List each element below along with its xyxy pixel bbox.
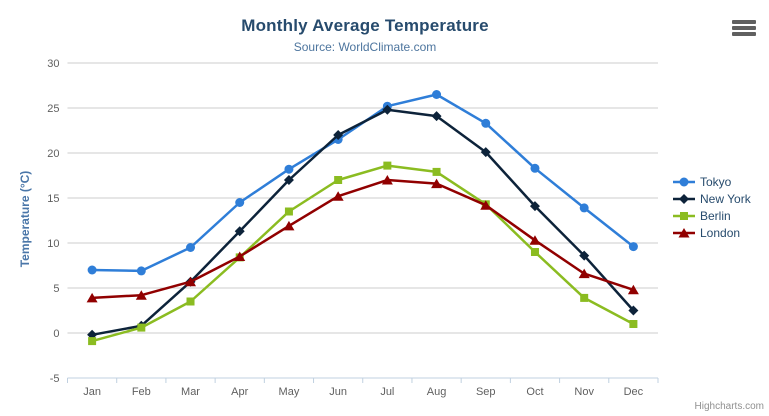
data-point-circle[interactable]: [284, 164, 294, 174]
svg-text:Mar: Mar: [181, 386, 200, 398]
data-point-diamond[interactable]: [382, 104, 393, 115]
data-point-circle[interactable]: [579, 203, 589, 213]
legend-label: London: [700, 226, 741, 240]
data-point-triangle[interactable]: [627, 284, 639, 295]
svg-text:30: 30: [47, 58, 59, 70]
series-line[interactable]: [90, 164, 635, 343]
y-axis-labels: -5 0 5 10 15 20 25 30: [47, 58, 59, 385]
data-point-circle[interactable]: [628, 242, 638, 252]
svg-text:-5: -5: [50, 373, 60, 385]
data-point-diamond[interactable]: [679, 194, 689, 204]
data-point-square[interactable]: [334, 176, 343, 184]
data-point-triangle[interactable]: [234, 251, 246, 262]
data-point-square[interactable]: [680, 212, 688, 220]
data-point-diamond[interactable]: [431, 111, 442, 122]
series-line[interactable]: [90, 108, 635, 337]
data-point-triangle[interactable]: [480, 200, 492, 210]
legend-item-berlin[interactable]: Berlin: [673, 209, 751, 223]
svg-text:15: 15: [47, 193, 59, 205]
data-point-triangle[interactable]: [678, 228, 690, 238]
svg-text:May: May: [279, 386, 300, 398]
series-line[interactable]: [90, 93, 635, 273]
legend: Tokyo New York Berlin London: [673, 175, 751, 240]
credits-link[interactable]: Highcharts.com: [694, 401, 764, 412]
svg-text:Aug: Aug: [427, 386, 447, 398]
svg-text:Dec: Dec: [624, 386, 644, 398]
data-point-diamond[interactable]: [628, 305, 639, 316]
legend-label: New York: [700, 192, 751, 206]
data-point-triangle[interactable]: [529, 235, 541, 245]
legend-square-icon: [673, 212, 695, 220]
data-point-square[interactable]: [383, 161, 392, 170]
data-point-circle[interactable]: [186, 243, 196, 252]
data-point-circle[interactable]: [87, 265, 97, 275]
x-axis-labels: Jan Feb Mar Apr May Jun Jul Aug Sep Oct Nov Dec: [83, 386, 643, 398]
data-point-square[interactable]: [580, 293, 589, 302]
data-point-square[interactable]: [629, 320, 638, 328]
svg-text:25: 25: [47, 103, 59, 115]
legend-label: Tokyo: [700, 175, 732, 189]
data-point-circle[interactable]: [530, 163, 540, 173]
svg-text:Feb: Feb: [132, 386, 151, 398]
grid-lines: [67, 62, 658, 379]
data-point-square[interactable]: [137, 323, 146, 332]
data-point-square[interactable]: [284, 207, 293, 216]
hamburger-icon: [732, 20, 756, 36]
data-point-diamond[interactable]: [283, 175, 294, 185]
data-point-circle[interactable]: [679, 177, 689, 187]
legend-label: Berlin: [700, 209, 731, 223]
data-point-triangle[interactable]: [185, 276, 197, 287]
svg-text:20: 20: [47, 148, 59, 160]
series-london[interactable]: [86, 175, 639, 303]
data-point-triangle[interactable]: [135, 290, 147, 300]
data-point-triangle[interactable]: [578, 268, 590, 279]
data-point-triangle[interactable]: [283, 220, 295, 231]
legend-circle-icon: [673, 177, 695, 187]
data-point-circle[interactable]: [235, 198, 245, 207]
legend-item-london[interactable]: London: [673, 226, 751, 240]
data-point-square[interactable]: [88, 337, 97, 346]
data-point-diamond[interactable]: [480, 147, 491, 158]
series-tokyo[interactable]: [87, 90, 638, 276]
data-point-triangle[interactable]: [381, 175, 393, 185]
data-point-square[interactable]: [530, 248, 539, 256]
data-point-triangle[interactable]: [332, 191, 344, 201]
legend-item-new-york[interactable]: New York: [673, 192, 751, 206]
svg-text:Jul: Jul: [380, 386, 394, 398]
svg-text:Apr: Apr: [231, 386, 248, 398]
export-menu-button[interactable]: [730, 18, 758, 38]
legend-item-tokyo[interactable]: Tokyo: [673, 175, 751, 189]
svg-text:10: 10: [47, 238, 59, 250]
legend-diamond-icon: [673, 194, 695, 204]
data-point-circle[interactable]: [432, 90, 442, 99]
legend-triangle-icon: [673, 228, 695, 238]
data-point-diamond[interactable]: [579, 250, 590, 261]
data-point-diamond[interactable]: [234, 226, 245, 237]
svg-text:Oct: Oct: [526, 386, 543, 398]
series-line[interactable]: [90, 178, 635, 300]
data-point-diamond[interactable]: [529, 201, 540, 212]
svg-text:0: 0: [53, 328, 59, 340]
svg-text:Nov: Nov: [574, 386, 594, 398]
svg-text:Jun: Jun: [329, 386, 347, 398]
data-point-square[interactable]: [186, 297, 195, 306]
data-point-circle[interactable]: [136, 266, 146, 276]
data-point-triangle[interactable]: [431, 178, 443, 189]
svg-text:5: 5: [53, 283, 59, 295]
data-point-circle[interactable]: [481, 118, 491, 128]
data-point-square[interactable]: [432, 167, 441, 176]
x-axis: [67, 377, 659, 383]
svg-text:Sep: Sep: [476, 386, 496, 398]
data-point-diamond[interactable]: [333, 130, 344, 140]
data-point-triangle[interactable]: [86, 292, 98, 303]
svg-text:Jan: Jan: [83, 386, 101, 398]
series-new-york[interactable]: [87, 104, 639, 340]
